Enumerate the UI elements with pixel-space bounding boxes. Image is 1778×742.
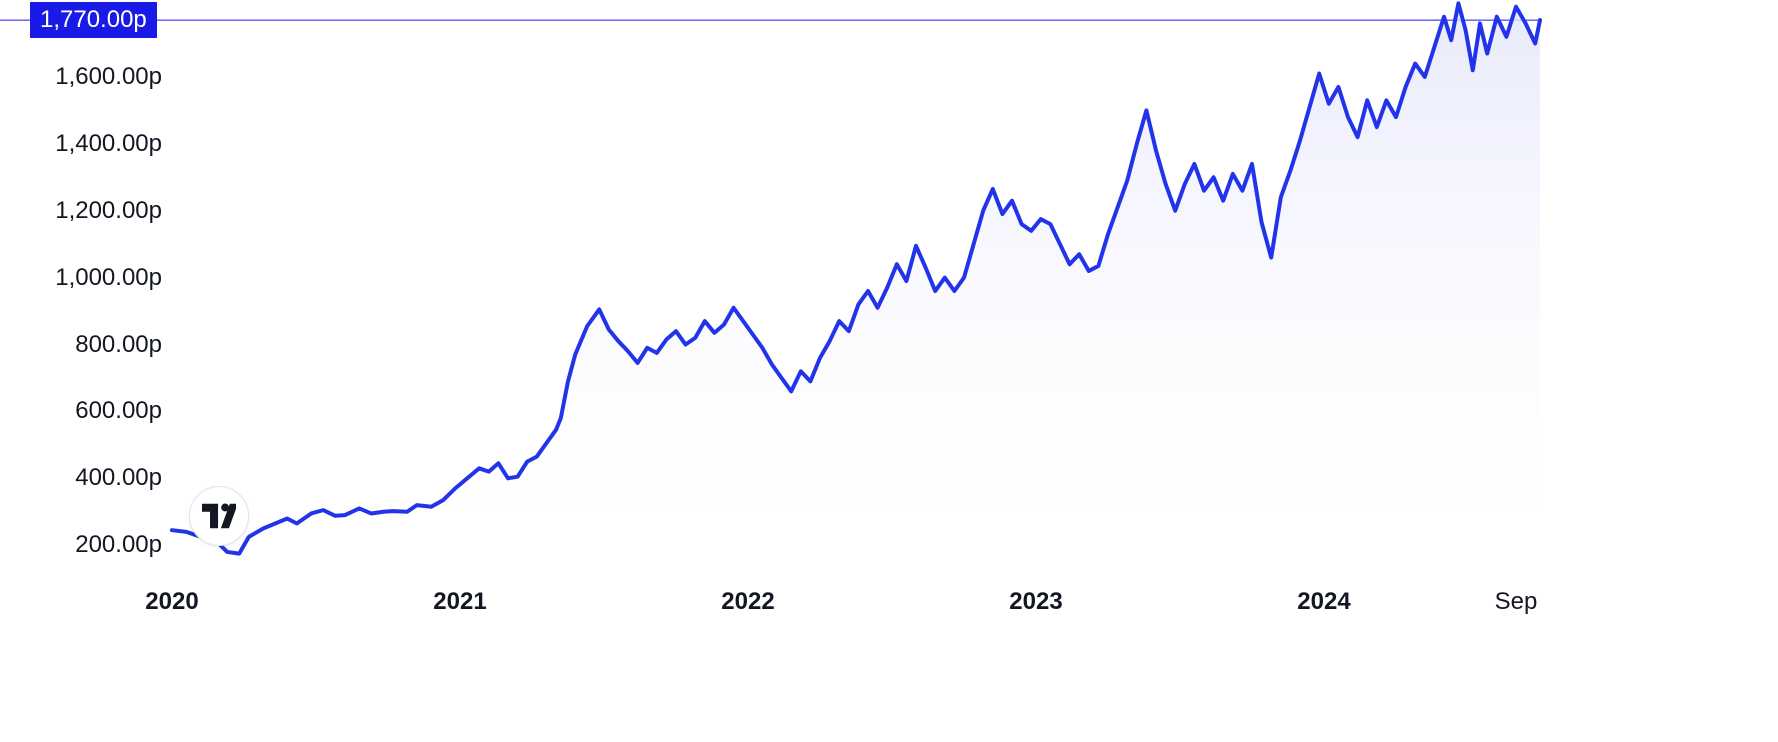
x-tick-label: 2020 (145, 588, 198, 616)
y-tick-label: 1,000.00p (55, 264, 162, 292)
x-tick-label: 2023 (1009, 588, 1062, 616)
chart-svg (0, 0, 1778, 742)
y-tick-label: 800.00p (75, 331, 162, 359)
x-tick-label: 2024 (1297, 588, 1350, 616)
x-tick-label: 2022 (721, 588, 774, 616)
current-price-badge: 1,770.00p (30, 2, 157, 38)
y-tick-label: 200.00p (75, 531, 162, 559)
price-chart[interactable]: 200.00p 400.00p 600.00p 800.00p 1,000.00p 1,2… (0, 0, 1778, 742)
x-tick-label: 2021 (433, 588, 486, 616)
y-tick-label: 600.00p (75, 397, 162, 425)
tradingview-logo-icon[interactable] (189, 486, 249, 546)
y-tick-label: 1,600.00p (55, 63, 162, 91)
y-tick-label: 1,200.00p (55, 197, 162, 225)
y-tick-label: 1,400.00p (55, 130, 162, 158)
y-tick-label: 400.00p (75, 464, 162, 492)
current-price-label: 1,770.00p (40, 6, 147, 33)
tv-glyph-icon (202, 499, 236, 533)
x-tick-label: Sep (1495, 588, 1538, 616)
